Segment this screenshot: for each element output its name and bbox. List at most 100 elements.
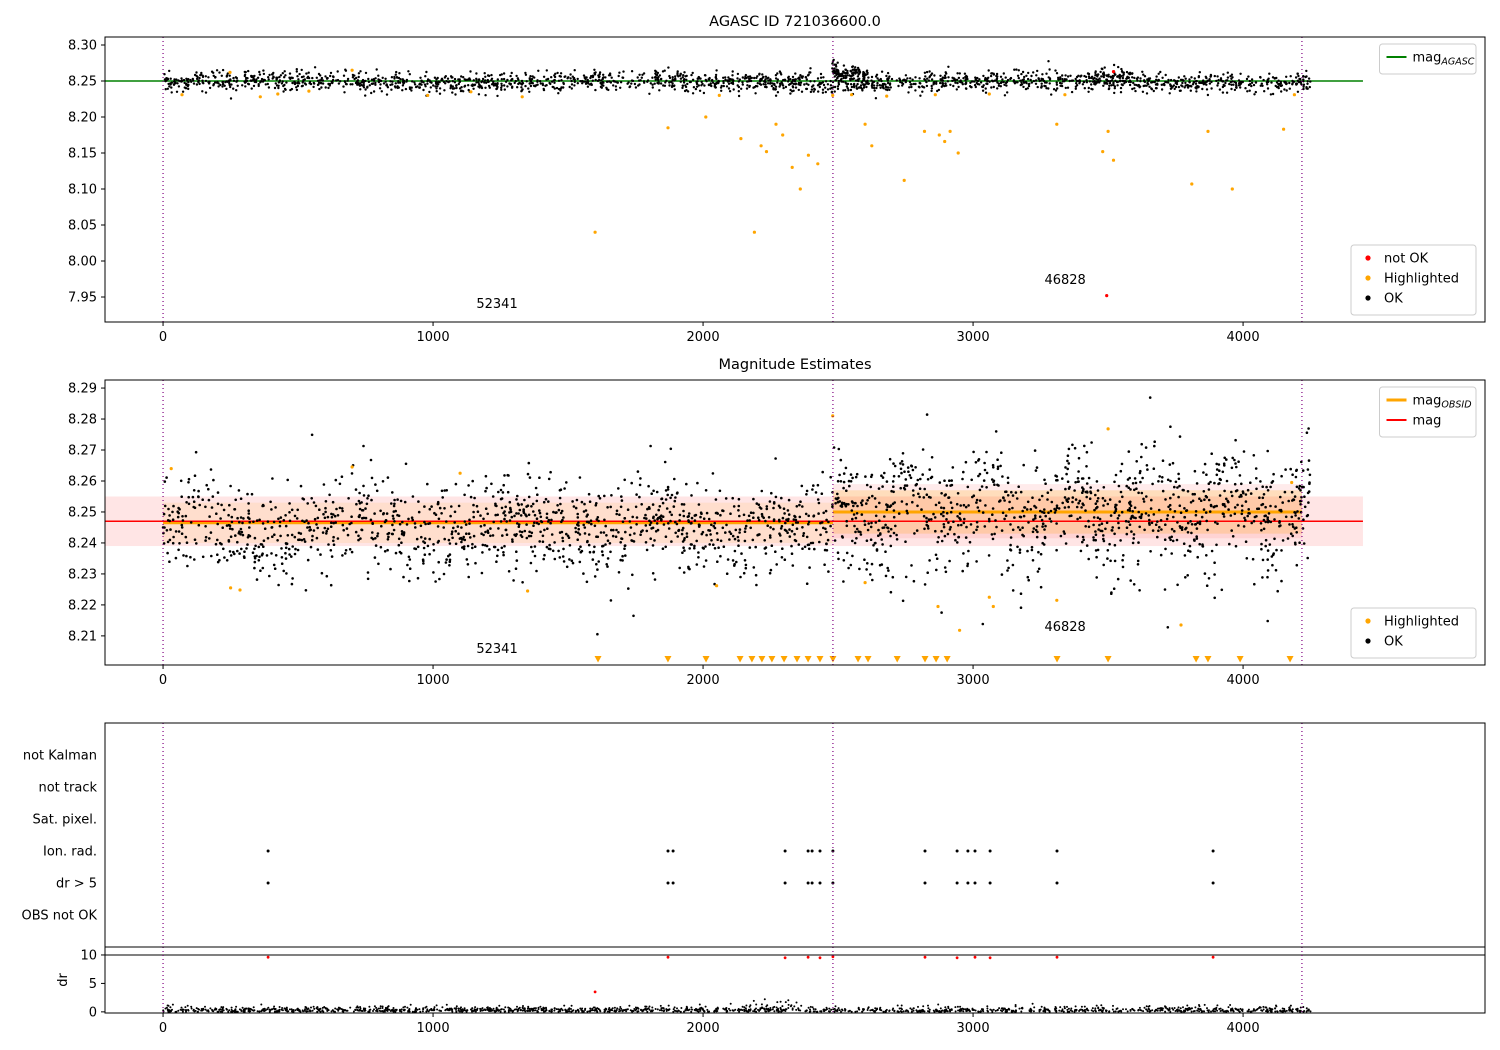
clipped-low-marker: [793, 656, 801, 663]
legend-dot-swatch: [1365, 255, 1371, 261]
clipped-low-marker: [893, 656, 901, 663]
p1-frame: [104, 36, 1486, 323]
flag-row-label: OBS not OK: [22, 909, 98, 924]
y-tick-label: 8.00: [68, 255, 97, 270]
clipped-low-marker: [854, 656, 862, 663]
p2-annotation: 46828: [1044, 620, 1085, 635]
clipped-low-marker: [664, 656, 672, 663]
clipped-low-marker: [804, 656, 812, 663]
p1-points-highlighted: [180, 68, 1296, 234]
y-tick-label: 8.05: [68, 219, 97, 234]
x-tick-label: 3000: [957, 330, 990, 345]
x-tick-label: 2000: [687, 1021, 720, 1036]
y-tick-label: 8.24: [68, 536, 97, 551]
clipped-low-marker: [921, 656, 929, 663]
p1-scatter-cloud: [831, 58, 839, 75]
dr-axis-label: dr: [56, 973, 71, 987]
clipped-low-marker: [1104, 656, 1112, 663]
p1-annotation: 52341: [476, 297, 517, 312]
x-tick-label: 0: [159, 330, 167, 345]
x-tick-label: 0: [159, 673, 167, 688]
p2-scatter-cloud: [832, 396, 1312, 595]
legend-dot-swatch: [1365, 618, 1371, 624]
flag-row-label: dr > 5: [56, 877, 97, 892]
clipped-low-marker: [758, 656, 766, 663]
y-tick-label: 0: [89, 1005, 97, 1020]
p2-title: Magnitude Estimates: [718, 357, 871, 373]
dr-plot: 0 1000 2000 3000 4000 0 5 10 dr: [56, 946, 1486, 1036]
p1-points-not_ok: [1105, 70, 1116, 298]
y-tick-label: 8.10: [68, 183, 97, 198]
p1-legend-top-right: magAGASC: [1379, 43, 1477, 75]
legend-dot-swatch: [1365, 275, 1371, 281]
clipped-low-marker: [829, 656, 837, 663]
p1-legend-bottom-right: not OK Highlighted OK: [1350, 244, 1477, 316]
x-tick-label: 1000: [417, 673, 450, 688]
x-tick-label: 3000: [957, 673, 990, 688]
legend-dot-swatch: [1365, 638, 1371, 644]
x-tick-label: 2000: [687, 330, 720, 345]
clipped-low-marker: [780, 656, 788, 663]
x-tick-label: 2000: [687, 673, 720, 688]
legend-label: magOBSID: [1413, 394, 1472, 411]
y-tick-label: 8.29: [68, 382, 97, 397]
legend-label: Highlighted: [1384, 272, 1459, 287]
clipped-low-marker: [1204, 656, 1212, 663]
flag-dots-4: [266, 881, 1215, 885]
legend-dot-swatch: [1365, 295, 1371, 301]
y-tick-label: 8.25: [68, 505, 97, 520]
legend-label: magAGASC: [1413, 51, 1475, 68]
y-tick-label: 7.95: [68, 291, 97, 306]
p2-scatter-cloud: [161, 433, 834, 602]
x-tick-label: 4000: [1227, 673, 1260, 688]
y-tick-label: 8.23: [68, 567, 97, 582]
clipped-low-marker: [943, 656, 951, 663]
flag-dots-3: [266, 849, 1215, 853]
clipped-low-marker: [768, 656, 776, 663]
legend-label: not OK: [1384, 252, 1429, 267]
y-tick-label: 8.20: [68, 110, 97, 125]
flags-frame: [104, 722, 1486, 948]
p1-annotation: 46828: [1044, 273, 1085, 288]
p1-title: AGASC ID 721036600.0: [709, 14, 881, 30]
p2-points-highlighted: [169, 414, 1294, 632]
clipped-low-marker: [702, 656, 710, 663]
y-tick-label: 10: [80, 948, 97, 963]
x-tick-label: 1000: [417, 1021, 450, 1036]
y-tick-label: 8.26: [68, 474, 97, 489]
flag-row-label: Ion. rad.: [43, 845, 97, 860]
p2-legend-bottom-right: Highlighted OK: [1350, 607, 1477, 659]
clipped-low-marker: [1192, 656, 1200, 663]
flags-plot: not Kalman not track Sat. pixel. Ion. rad. d…: [22, 722, 1486, 948]
y-tick-label: 8.21: [68, 629, 97, 644]
dr-scatter-cloud: [729, 998, 798, 1012]
x-tick-label: 4000: [1227, 330, 1260, 345]
legend-label: OK: [1384, 292, 1403, 307]
y-tick-label: 8.15: [68, 147, 97, 162]
y-tick-label: 5: [89, 977, 97, 992]
legend-label: OK: [1384, 635, 1403, 650]
p1-scatter-cloud: [1088, 65, 1134, 90]
dr-frame: [104, 946, 1486, 1014]
clipped-low-marker: [932, 656, 940, 663]
x-tick-label: 4000: [1227, 1021, 1260, 1036]
clipped-low-marker: [1053, 656, 1061, 663]
p2-scatter-cloud: [596, 592, 1269, 636]
clipped-low-marker: [1236, 656, 1244, 663]
p2-legend-top-right: magOBSID mag: [1379, 386, 1477, 438]
flag-row-label: Sat. pixel.: [33, 813, 97, 828]
legend-label: mag: [1413, 414, 1442, 429]
clipped-low-marker: [748, 656, 756, 663]
dr-scatter-cloud: [162, 1002, 1312, 1013]
flag-row-label: not track: [38, 781, 97, 796]
dr-points-not_ok: [266, 955, 1215, 994]
p2-scatter-cloud: [216, 558, 1274, 609]
y-tick-label: 8.27: [68, 444, 97, 459]
y-tick-label: 8.30: [68, 38, 97, 53]
legend-label: Highlighted: [1384, 615, 1459, 630]
clipped-low-marker: [864, 656, 872, 663]
clipped-low-marker: [1286, 656, 1294, 663]
p2-plot: 52341 46828 0 1000 2000 3000 4000 8.21 8.22 8.23 8…: [68, 357, 1486, 688]
